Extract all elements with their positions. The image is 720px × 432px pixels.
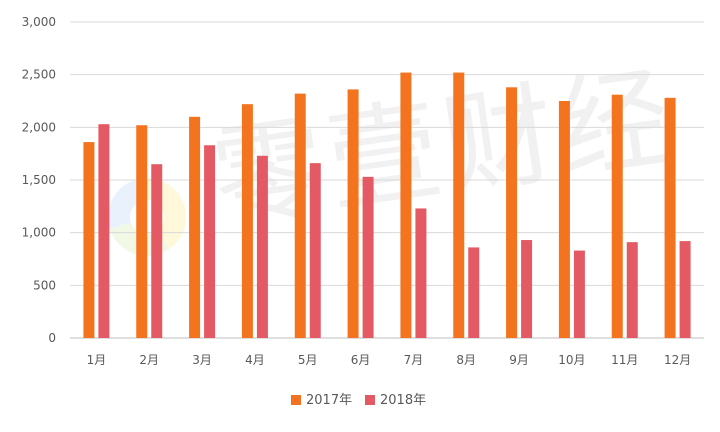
y-tick-label: 2,000 [22, 120, 56, 134]
x-tick-label: 1月 [87, 353, 107, 367]
bar-series2 [309, 163, 321, 338]
x-tick-label: 2月 [139, 353, 159, 367]
bar-series1 [136, 125, 148, 338]
x-tick-label: 9月 [509, 353, 529, 367]
bar-series2 [151, 164, 163, 338]
x-tick-label: 12月 [664, 353, 691, 367]
x-tick-label: 5月 [298, 353, 318, 367]
y-tick-label: 1,500 [22, 173, 56, 187]
x-tick-label: 11月 [611, 353, 638, 367]
legend: 2017年 2018年 [291, 393, 426, 408]
gridlines [70, 21, 704, 339]
bar-series1 [506, 87, 518, 338]
bar-series2 [626, 242, 638, 338]
x-tick-label: 10月 [558, 353, 585, 367]
bar-series2 [204, 145, 216, 338]
bar-series1 [294, 93, 306, 338]
bar-series1 [241, 104, 253, 338]
x-axis: 1月 2月 3月 4月 5月 6月 7月 8月 9月 10月 11月 12月 [87, 353, 692, 367]
bar-series1 [400, 72, 412, 338]
bar-series1 [83, 142, 95, 338]
bar-series2 [256, 155, 268, 338]
bar-series2 [468, 247, 480, 338]
x-tick-label: 6月 [351, 353, 371, 367]
y-axis: 0 500 1,000 1,500 2,000 2,500 3,000 [22, 15, 56, 345]
bar-series2 [415, 208, 427, 338]
y-tick-label: 1,000 [22, 226, 56, 240]
y-tick-label: 500 [33, 278, 56, 292]
y-tick-label: 0 [48, 331, 56, 345]
bar-series1 [611, 94, 623, 339]
bar-series1 [347, 89, 359, 338]
bar-series1 [189, 116, 201, 338]
bar-series1 [558, 101, 570, 338]
bar-series2 [98, 124, 110, 338]
legend-label: 2018年 [380, 393, 426, 408]
bar-series2 [679, 241, 691, 338]
y-tick-label: 3,000 [22, 15, 56, 29]
y-tick-label: 2,500 [22, 68, 56, 82]
bars [83, 72, 691, 339]
x-tick-label: 8月 [456, 353, 476, 367]
x-tick-label: 4月 [245, 353, 265, 367]
bar-series1 [664, 97, 676, 338]
bar-series2 [362, 176, 374, 338]
x-tick-label: 3月 [192, 353, 212, 367]
legend-label: 2017年 [306, 393, 352, 408]
bar-series2 [573, 250, 585, 338]
legend-swatch [291, 395, 301, 405]
x-tick-label: 7月 [404, 353, 424, 367]
bar-series2 [521, 240, 533, 338]
legend-swatch [365, 395, 375, 405]
bar-series1 [453, 72, 465, 338]
